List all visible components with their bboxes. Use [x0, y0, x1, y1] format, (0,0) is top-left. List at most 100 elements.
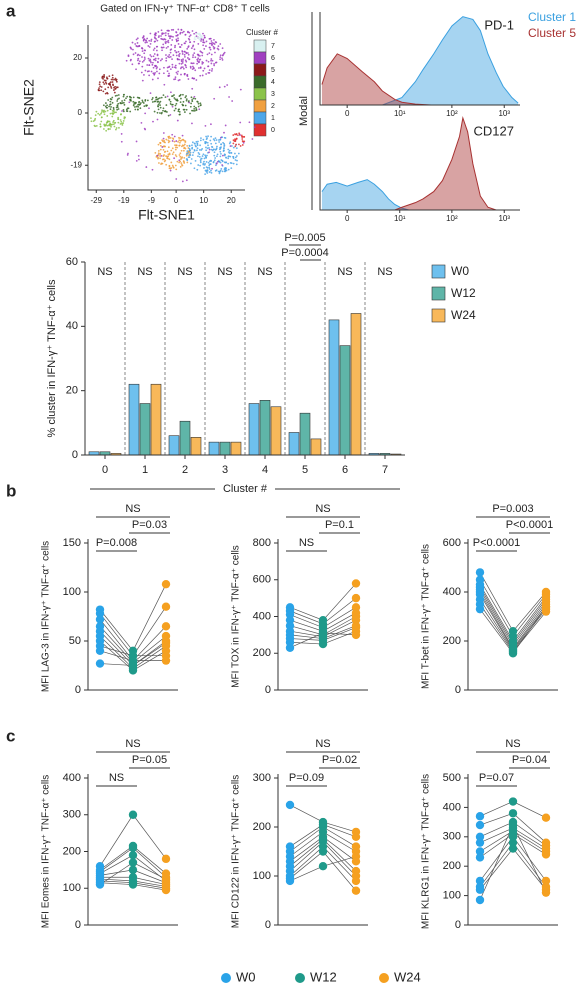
bar	[168, 435, 180, 456]
cell-dot	[138, 158, 140, 161]
cell-dot	[159, 106, 162, 109]
cell-dot	[161, 146, 164, 148]
cell-dot	[190, 102, 193, 105]
cell-dot	[239, 134, 241, 137]
cell-dot	[107, 86, 110, 89]
cell-dot	[211, 68, 214, 70]
cell-dot	[103, 74, 106, 76]
cell-dot	[209, 37, 212, 40]
cell-dot	[234, 152, 236, 155]
cell-dot	[220, 136, 222, 139]
cell-dot	[143, 105, 146, 108]
dot	[128, 843, 138, 853]
significance: P<0.0001	[473, 537, 520, 549]
cell-dot	[213, 38, 215, 41]
cell-dot	[184, 147, 187, 150]
cell-dot	[198, 32, 201, 35]
cell-dot	[187, 78, 190, 80]
cell-dot	[194, 38, 197, 41]
cell-dot	[208, 148, 211, 151]
cell-dot	[159, 59, 162, 62]
cell-dot	[101, 109, 103, 112]
cell-dot	[114, 85, 117, 88]
cell-dot	[107, 128, 110, 131]
subject-line	[479, 848, 547, 890]
cell-dot	[208, 147, 210, 149]
cell-dot	[191, 100, 194, 103]
cell-dot	[192, 67, 195, 70]
cell-dot	[162, 32, 165, 35]
cell-dot	[159, 155, 162, 157]
cell-dot	[108, 120, 111, 123]
cell-dot	[111, 81, 114, 83]
cell-dot	[208, 42, 211, 45]
cell-dot	[192, 97, 195, 100]
area-fill	[394, 118, 497, 210]
cell-dot	[185, 179, 188, 182]
cell-dot	[202, 41, 205, 44]
cell-dot	[213, 159, 216, 162]
cell-dot	[191, 77, 194, 80]
x-tick-label: 7	[382, 464, 388, 476]
cell-dot	[192, 151, 195, 154]
cell-dot	[228, 149, 231, 152]
cell-dot	[192, 56, 194, 59]
cell-dot	[178, 110, 181, 113]
cell-dot	[168, 153, 171, 156]
cell-dot	[141, 79, 144, 82]
cell-dot	[210, 42, 213, 45]
cell-dot	[150, 38, 153, 41]
cell-dot	[162, 107, 165, 110]
cell-dot	[115, 128, 117, 131]
cell-dot	[112, 109, 115, 112]
cell-dot	[163, 66, 165, 69]
cell-dot	[235, 132, 238, 135]
cell-dot	[94, 117, 97, 120]
cell-dot	[191, 146, 194, 149]
cell-dot	[196, 144, 199, 147]
cell-dot	[125, 97, 127, 100]
cell-dot	[128, 101, 131, 104]
cell-dot	[191, 62, 194, 65]
cell-dot	[116, 100, 119, 102]
cell-dot	[197, 155, 199, 158]
significance: NS	[505, 738, 520, 750]
cell-dot	[181, 66, 184, 69]
cell-dot	[105, 123, 107, 126]
cell-dot	[109, 100, 112, 103]
cell-dot	[213, 154, 216, 157]
cell-dot	[146, 99, 149, 102]
bar	[190, 437, 202, 456]
cell-dot	[238, 143, 240, 146]
dot	[128, 880, 138, 889]
cell-dot	[170, 149, 173, 152]
cell-dot	[181, 50, 184, 52]
cell-dot	[148, 74, 151, 77]
dot	[541, 876, 551, 886]
cell-dot	[206, 141, 209, 144]
cell-dot	[122, 120, 125, 122]
legend-swatch	[253, 63, 267, 77]
cell-dot	[132, 53, 135, 56]
cell-dot	[138, 101, 141, 103]
cell-dot	[229, 141, 232, 144]
cell-dot	[196, 100, 199, 103]
dot	[351, 593, 361, 603]
cell-dot	[148, 46, 151, 48]
cell-dot	[159, 157, 161, 160]
subject-line	[99, 584, 167, 652]
axis	[84, 262, 405, 456]
cell-dot	[133, 106, 136, 108]
dot	[508, 838, 518, 847]
cell-dot	[123, 99, 126, 102]
cell-dot	[138, 97, 141, 99]
cell-dot	[177, 43, 180, 45]
y-tick-label: 300	[253, 772, 271, 784]
cell-dot	[151, 101, 154, 103]
cell-dot	[174, 98, 177, 101]
cell-dot	[187, 53, 190, 56]
cell-dot	[183, 53, 186, 56]
cell-dot	[163, 83, 166, 86]
cell-dot	[194, 159, 197, 162]
cell-dot	[210, 53, 213, 56]
